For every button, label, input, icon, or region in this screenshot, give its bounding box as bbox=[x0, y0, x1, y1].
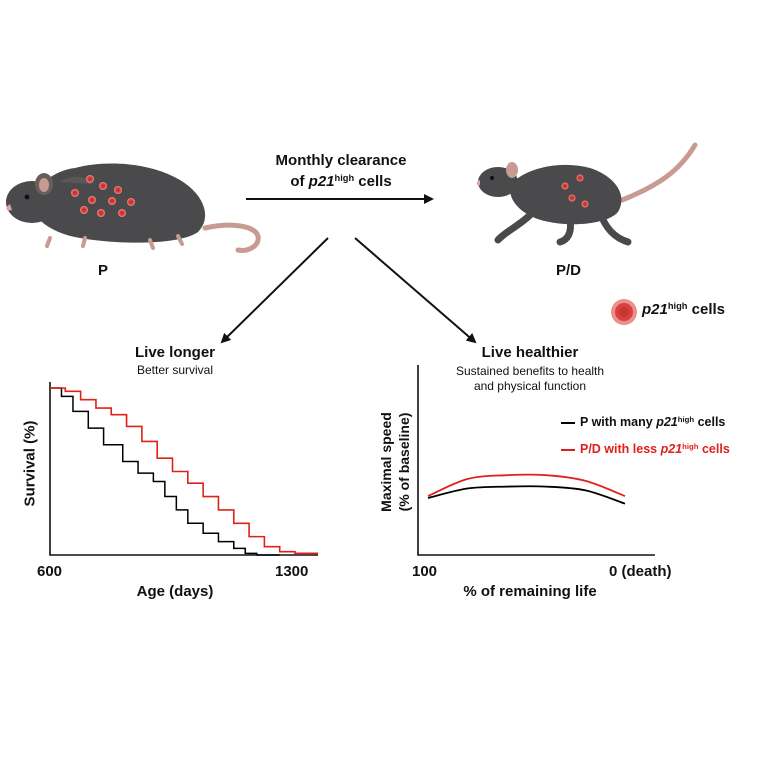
p21-cell-icon bbox=[611, 299, 637, 325]
survival-xlabel: Age (days) bbox=[136, 583, 214, 600]
speed-ylabel: Maximal speed (% of baseline) bbox=[377, 392, 413, 532]
p21-cell-dots-right bbox=[561, 174, 589, 208]
speed-x-tick-100: 100 bbox=[412, 563, 438, 580]
p21-cell-dots-left bbox=[71, 175, 135, 217]
survival-axes bbox=[49, 382, 318, 556]
speed-axes bbox=[417, 365, 655, 556]
survival-series-control bbox=[50, 387, 280, 556]
p21-cell-legend-label: p21high cells bbox=[642, 300, 726, 318]
clearance-label-line1: Monthly clearance bbox=[275, 152, 407, 169]
speed-ylabel-line1: Maximal speed bbox=[378, 412, 394, 512]
survival-series-treated bbox=[50, 387, 318, 555]
survival-x-tick-600: 600 bbox=[37, 563, 63, 580]
right-panel-subtitle-line2: and physical function bbox=[473, 379, 587, 393]
speed-series-control bbox=[427, 485, 626, 505]
survival-chart bbox=[49, 382, 318, 556]
speed-xlabel: % of remaining life bbox=[463, 583, 597, 600]
mouse-pd-label: P/D bbox=[556, 262, 582, 279]
mouse-p-label: P bbox=[98, 262, 109, 279]
arrow-to-live-longer bbox=[220, 237, 329, 344]
left-panel-title: Live longer bbox=[134, 344, 216, 361]
clearance-label-line2: of p21high cells bbox=[290, 172, 392, 190]
right-panel-subtitle-line1: Sustained benefits to health bbox=[455, 364, 605, 378]
speed-x-tick-death: 0 (death) bbox=[609, 563, 672, 580]
clearance-label: Monthly clearance of p21high cells bbox=[236, 150, 446, 192]
arrow-to-live-healthier bbox=[354, 237, 477, 344]
speed-series-treated bbox=[427, 473, 626, 497]
speed-ylabel-line2: (% of baseline) bbox=[396, 412, 412, 512]
survival-x-tick-1300: 1300 bbox=[275, 563, 309, 580]
mouse-pd-illustration bbox=[476, 142, 698, 246]
right-panel-subtitle: Sustained benefits to health and physica… bbox=[420, 364, 640, 394]
speed-legend-control: P with many p21high cells bbox=[580, 414, 726, 429]
right-panel-title: Live healthier bbox=[481, 344, 579, 361]
speed-legend-treated: P/D with less p21high cells bbox=[580, 441, 730, 456]
left-panel-subtitle: Better survival bbox=[136, 363, 214, 377]
speed-chart bbox=[417, 365, 655, 556]
mouse-p-illustration bbox=[6, 163, 261, 253]
survival-ylabel: Survival (%) bbox=[21, 420, 39, 507]
